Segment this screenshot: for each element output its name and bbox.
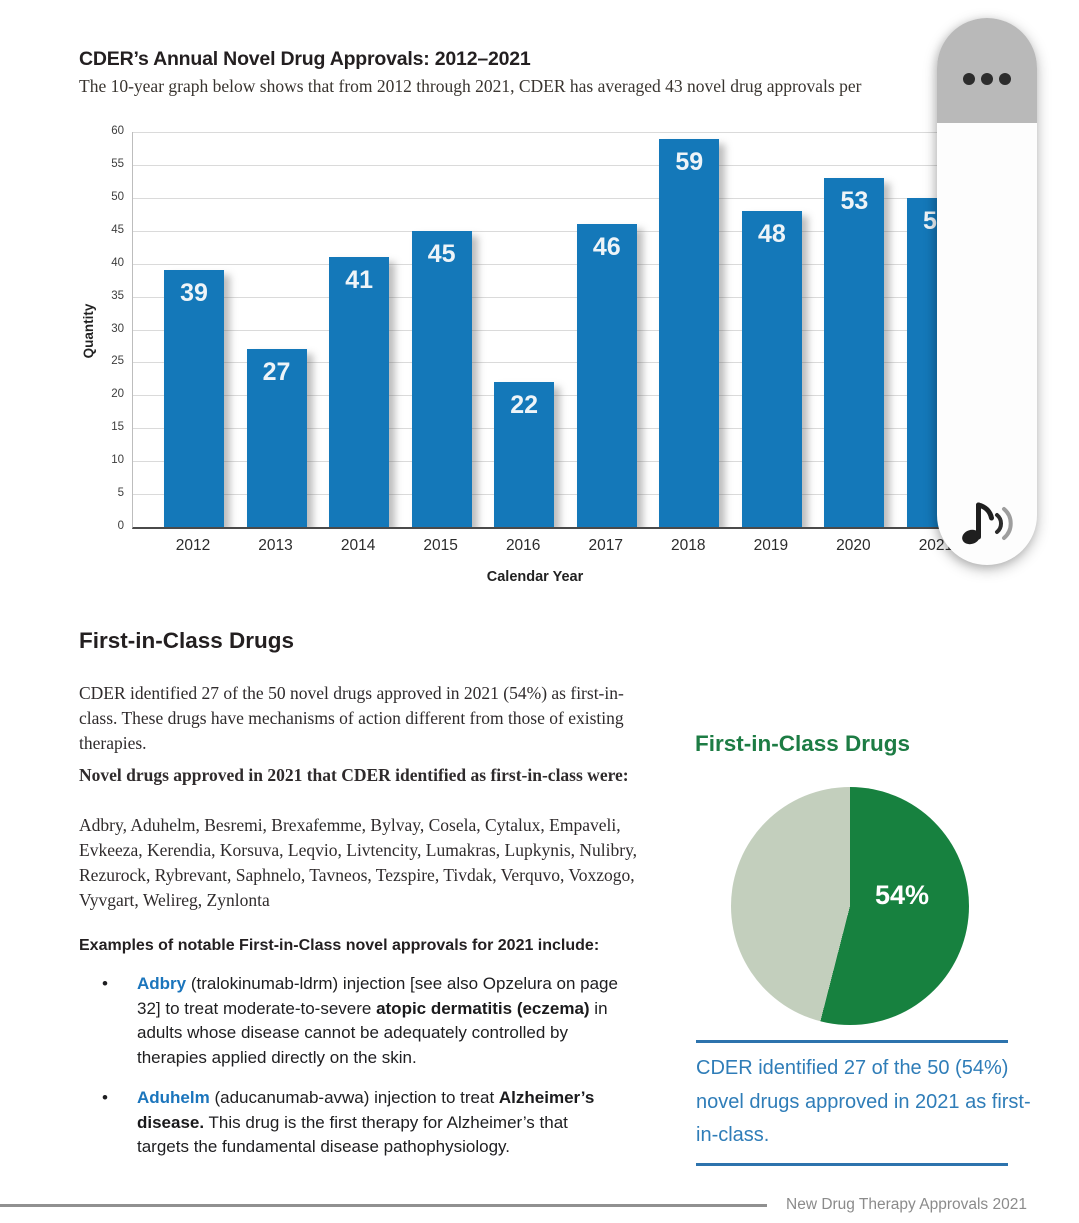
bar-value-label: 45 [427, 239, 456, 268]
bar-value-label: 27 [262, 358, 291, 387]
bar-2012: 39 [164, 270, 224, 527]
bullet-adbry: Adbry (tralokinumab-ldrm) injection [see… [100, 972, 622, 1070]
footer-text: New Drug Therapy Approvals 2021 [786, 1196, 1027, 1213]
bullet-text: (aducanumab-avwa) injection to treat [209, 1088, 499, 1107]
gridline [133, 132, 1011, 133]
x-axis-title: Calendar Year [486, 569, 584, 585]
gridline [133, 395, 1011, 397]
y-tick-label: 20 [111, 388, 124, 401]
bar-2019: 48 [741, 211, 802, 527]
dot-icon [963, 73, 975, 85]
bar-value-label: 46 [592, 233, 621, 262]
listen-music-note-icon[interactable] [955, 490, 1019, 554]
gridline [133, 494, 1011, 496]
bar-2018: 59 [659, 138, 720, 527]
y-tick-label: 5 [117, 487, 124, 500]
gridline [133, 197, 1011, 199]
examples-bullet-list: Adbry (tralokinumab-ldrm) injection [see… [100, 972, 622, 1160]
gridline [133, 263, 1011, 265]
x-tick-label: 2017 [588, 537, 623, 554]
drug-name-aduhelm: Aduhelm [137, 1088, 210, 1107]
y-tick-label: 15 [111, 421, 124, 434]
caption-rule-bottom [696, 1163, 1008, 1166]
examples-lead: Examples of notable First-in-Class novel… [79, 937, 600, 954]
x-tick-label: 2020 [836, 537, 871, 554]
bullet-text: (tralokinumab-ldrm) injection [see also … [137, 974, 618, 1018]
bar-2017: 46 [576, 224, 637, 527]
x-tick-label: 2016 [505, 537, 541, 554]
bar-value-label: 39 [180, 279, 208, 308]
chart-subtitle: The 10-year graph below shows that from … [79, 76, 862, 96]
overflow-menu-icon[interactable] [937, 73, 1037, 85]
bar-2015: 45 [411, 230, 472, 527]
x-tick-label: 2014 [340, 537, 376, 554]
bar-value-label: 48 [757, 220, 786, 248]
bullet-text: in adults whose disease cannot be adequa… [137, 998, 608, 1067]
y-tick-label: 55 [111, 157, 124, 170]
x-tick-label: 2018 [671, 537, 706, 554]
pie-caption: CDER identified 27 of the 50 (54%) novel… [696, 1057, 1031, 1146]
caption-rule-top [696, 1040, 1008, 1043]
drug-list: Adbry, Aduhelm, Besremi, Brexafemme, Byl… [79, 815, 638, 910]
y-tick-label: 0 [117, 520, 124, 532]
bullet-aduhelm: Aduhelm (aducanumab-avwa) injection to t… [100, 1086, 622, 1160]
intro-paragraph: CDER identified 27 of the 50 novel drugs… [79, 683, 624, 753]
bullet-bold-phrase: atopic dermatitis (eczema) [376, 998, 590, 1018]
dot-icon [981, 73, 993, 85]
x-tick-label: 2012 [175, 537, 211, 554]
footer-divider [0, 1204, 767, 1207]
bar-2014: 41 [329, 257, 390, 527]
pie-slice-label: 54% [875, 880, 930, 910]
x-tick-label: 2013 [258, 537, 293, 554]
bar-value-label: 59 [675, 147, 704, 176]
gridline [133, 461, 1011, 463]
x-tick-label: 2015 [423, 537, 458, 554]
y-tick-label: 10 [111, 454, 124, 467]
y-tick-label: 35 [111, 289, 124, 302]
gridline [133, 164, 1011, 166]
drug-list-lead: Novel drugs approved in 2021 that CDER i… [79, 765, 629, 785]
x-axis-ticks: 2012 2013 2014 2015 2016 2017 2018 2019 2020 2021 [132, 537, 1010, 557]
drug-name-adbry: Adbry [137, 974, 187, 993]
widget-header[interactable] [937, 18, 1037, 123]
dot-icon [999, 73, 1011, 85]
bullet-bold-phrase: Alzheimer’s disease. [137, 1088, 595, 1132]
y-tick-label: 45 [111, 223, 124, 236]
y-tick-label: 50 [111, 190, 124, 203]
y-tick-label: 25 [111, 355, 124, 368]
bar-2013: 27 [246, 349, 307, 527]
bullet-text: This drug is the first therapy for Alzhe… [137, 1112, 568, 1157]
x-tick-label: 2019 [753, 537, 789, 554]
pie-chart: 54% [731, 787, 969, 1025]
gridline [133, 329, 1011, 331]
bar-plot-area: 39274145224659485350 [132, 132, 1011, 529]
gridline [133, 230, 1011, 232]
floating-audio-widget[interactable] [937, 18, 1037, 565]
gridline [133, 296, 1011, 298]
bar-value-label: 41 [345, 266, 373, 295]
bar-value-label: 53 [840, 187, 869, 216]
y-tick-label: 30 [111, 322, 124, 335]
y-tick-label: 40 [111, 256, 124, 269]
bar-2020: 53 [824, 178, 885, 527]
section-heading-first-in-class: First-in-Class Drugs [79, 628, 295, 653]
y-tick-label: 60 [111, 125, 124, 137]
gridline [133, 362, 1011, 364]
pie-heading: First-in-Class Drugs [695, 731, 911, 756]
page-title: CDER’s Annual Novel Drug Approvals: 2012… [79, 48, 531, 70]
bar-2016: 22 [494, 382, 555, 527]
bar-value-label: 22 [510, 391, 539, 420]
gridline [133, 428, 1011, 430]
